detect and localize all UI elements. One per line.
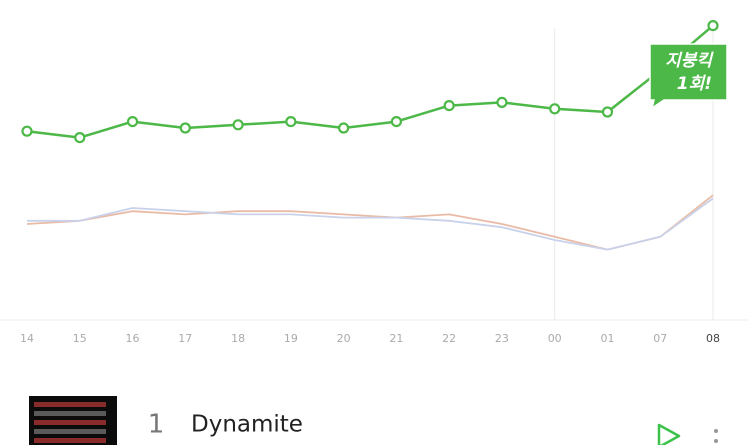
callout-box xyxy=(649,43,728,110)
x-tick-label: 23 xyxy=(495,332,509,345)
series-line xyxy=(26,194,714,251)
x-tick-label: 07 xyxy=(653,332,667,345)
data-point xyxy=(338,122,350,134)
x-tick-label: 08 xyxy=(706,332,720,345)
data-point xyxy=(443,99,455,112)
callout-text: 지붕킥 xyxy=(665,51,714,71)
more-dot xyxy=(714,429,718,433)
album-art[interactable] xyxy=(29,396,117,445)
data-point xyxy=(549,103,561,115)
data-point xyxy=(232,119,244,131)
x-tick-label: 21 xyxy=(389,332,403,345)
x-tick-label: 00 xyxy=(548,332,562,345)
data-point xyxy=(707,20,719,32)
x-tick-label: 16 xyxy=(126,332,140,345)
rank: 1 xyxy=(148,410,165,440)
x-tick-label: 14 xyxy=(20,332,34,345)
more-dot xyxy=(714,439,718,443)
album-art-stripe xyxy=(34,402,106,407)
song-title[interactable]: Dynamite xyxy=(191,412,303,438)
callout-text: 1회! xyxy=(677,74,712,94)
x-tick-label: 15 xyxy=(73,332,87,345)
play-button[interactable] xyxy=(657,423,681,445)
x-tick-label: 20 xyxy=(337,332,351,345)
x-tick-label: 01 xyxy=(600,332,614,345)
x-tick-label: 17 xyxy=(178,332,192,345)
data-point xyxy=(390,115,402,128)
data-point xyxy=(285,115,297,128)
series-line xyxy=(26,24,714,139)
album-art-stripe xyxy=(34,438,106,443)
series-line xyxy=(27,197,714,251)
data-point xyxy=(21,125,33,137)
album-art-stripe xyxy=(34,429,106,434)
data-point xyxy=(74,132,86,144)
data-point xyxy=(601,106,614,118)
data-point xyxy=(126,115,139,128)
more-button[interactable] xyxy=(714,429,718,443)
album-art-stripe xyxy=(34,411,106,416)
x-tick-label: 22 xyxy=(442,332,456,345)
x-tick-label: 18 xyxy=(231,332,245,345)
album-art-stripe xyxy=(34,420,106,425)
data-point xyxy=(179,122,191,134)
x-tick-label: 19 xyxy=(284,332,298,345)
data-point xyxy=(496,96,508,109)
